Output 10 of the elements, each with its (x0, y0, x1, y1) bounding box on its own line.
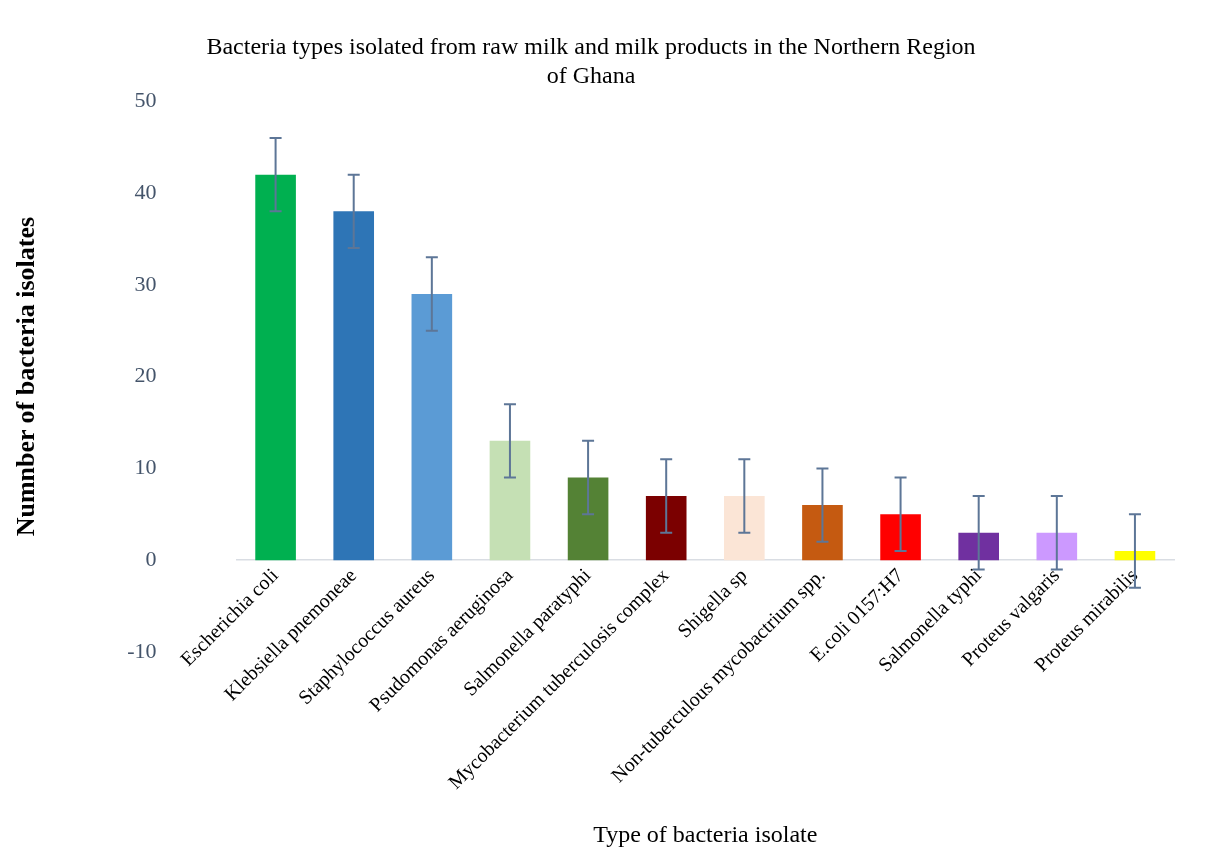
x-axis-title: Type of bacteria isolate (593, 821, 818, 848)
y-tick-label: 20 (134, 362, 157, 388)
y-tick-label: 40 (134, 178, 157, 204)
chart-title: Bacteria types isolated from raw milk and milk products in the Northern Region of Ghana (206, 33, 976, 89)
y-tick-label: 0 (145, 545, 157, 571)
y-axis-title: Numnber of bacteria isolates (11, 216, 41, 537)
y-tick-label: 50 (134, 86, 157, 112)
y-tick-label: 10 (134, 454, 157, 480)
y-tick-label: 30 (134, 270, 157, 296)
y-tick-label: -10 (127, 637, 157, 663)
